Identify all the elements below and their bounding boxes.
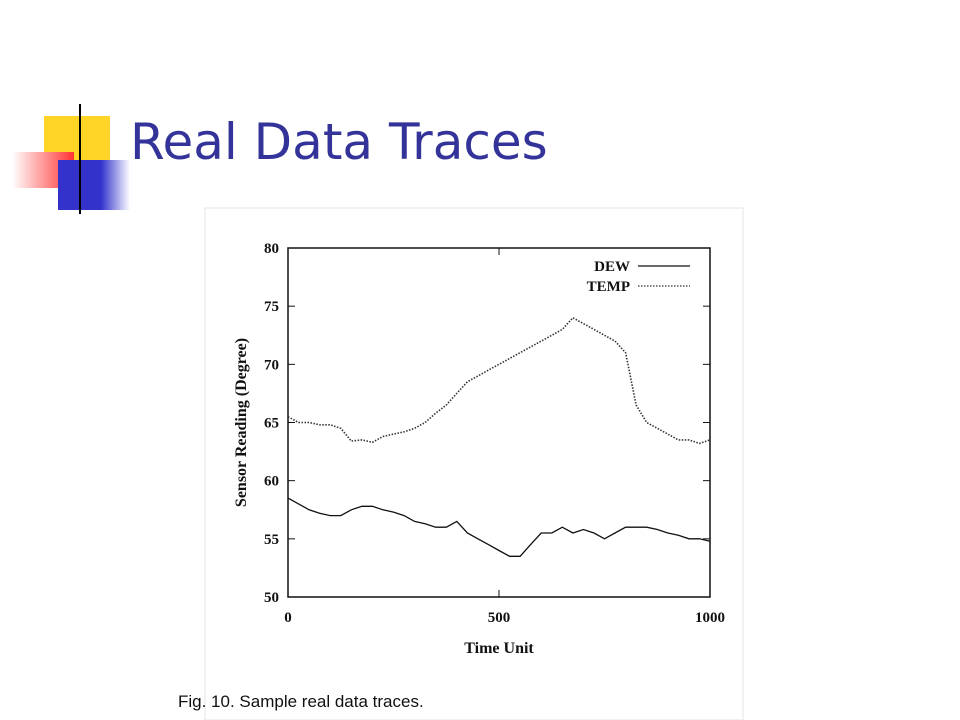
data-line <box>287 497 711 557</box>
figure-frame <box>204 207 744 720</box>
legend-label: TEMP <box>587 279 630 295</box>
deco-blue <box>58 160 130 210</box>
legend-label: DEW <box>594 259 630 275</box>
slide-title: Real Data Traces <box>130 113 548 171</box>
y-tick-label: 50 <box>264 590 279 606</box>
decoration <box>12 104 870 214</box>
y-tick-label: 70 <box>264 357 279 373</box>
y-tick-label: 75 <box>264 299 279 315</box>
y-axis-label: Sensor Reading (Degree) <box>233 338 250 507</box>
chart: 50 55 60 65 70 75 80 0 500 1000 Time Unit Sensor Re… <box>233 241 725 657</box>
y-tick-label: 65 <box>264 416 279 432</box>
figure-caption: Fig. 10. Sample real data traces. <box>178 692 424 711</box>
data-line <box>287 316 711 445</box>
x-tick-label: 1000 <box>695 610 725 626</box>
y-tick-label: 55 <box>264 532 279 548</box>
x-axis-label: Time Unit <box>464 640 534 657</box>
x-tick-label: 0 <box>284 610 292 626</box>
y-tick-label: 80 <box>264 241 279 257</box>
y-tick-label: 60 <box>264 474 279 490</box>
x-tick-label: 500 <box>488 610 511 626</box>
